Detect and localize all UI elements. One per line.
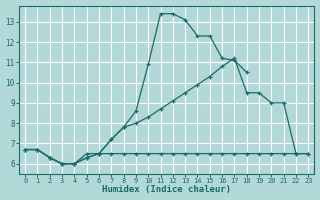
X-axis label: Humidex (Indice chaleur): Humidex (Indice chaleur) <box>102 185 231 194</box>
